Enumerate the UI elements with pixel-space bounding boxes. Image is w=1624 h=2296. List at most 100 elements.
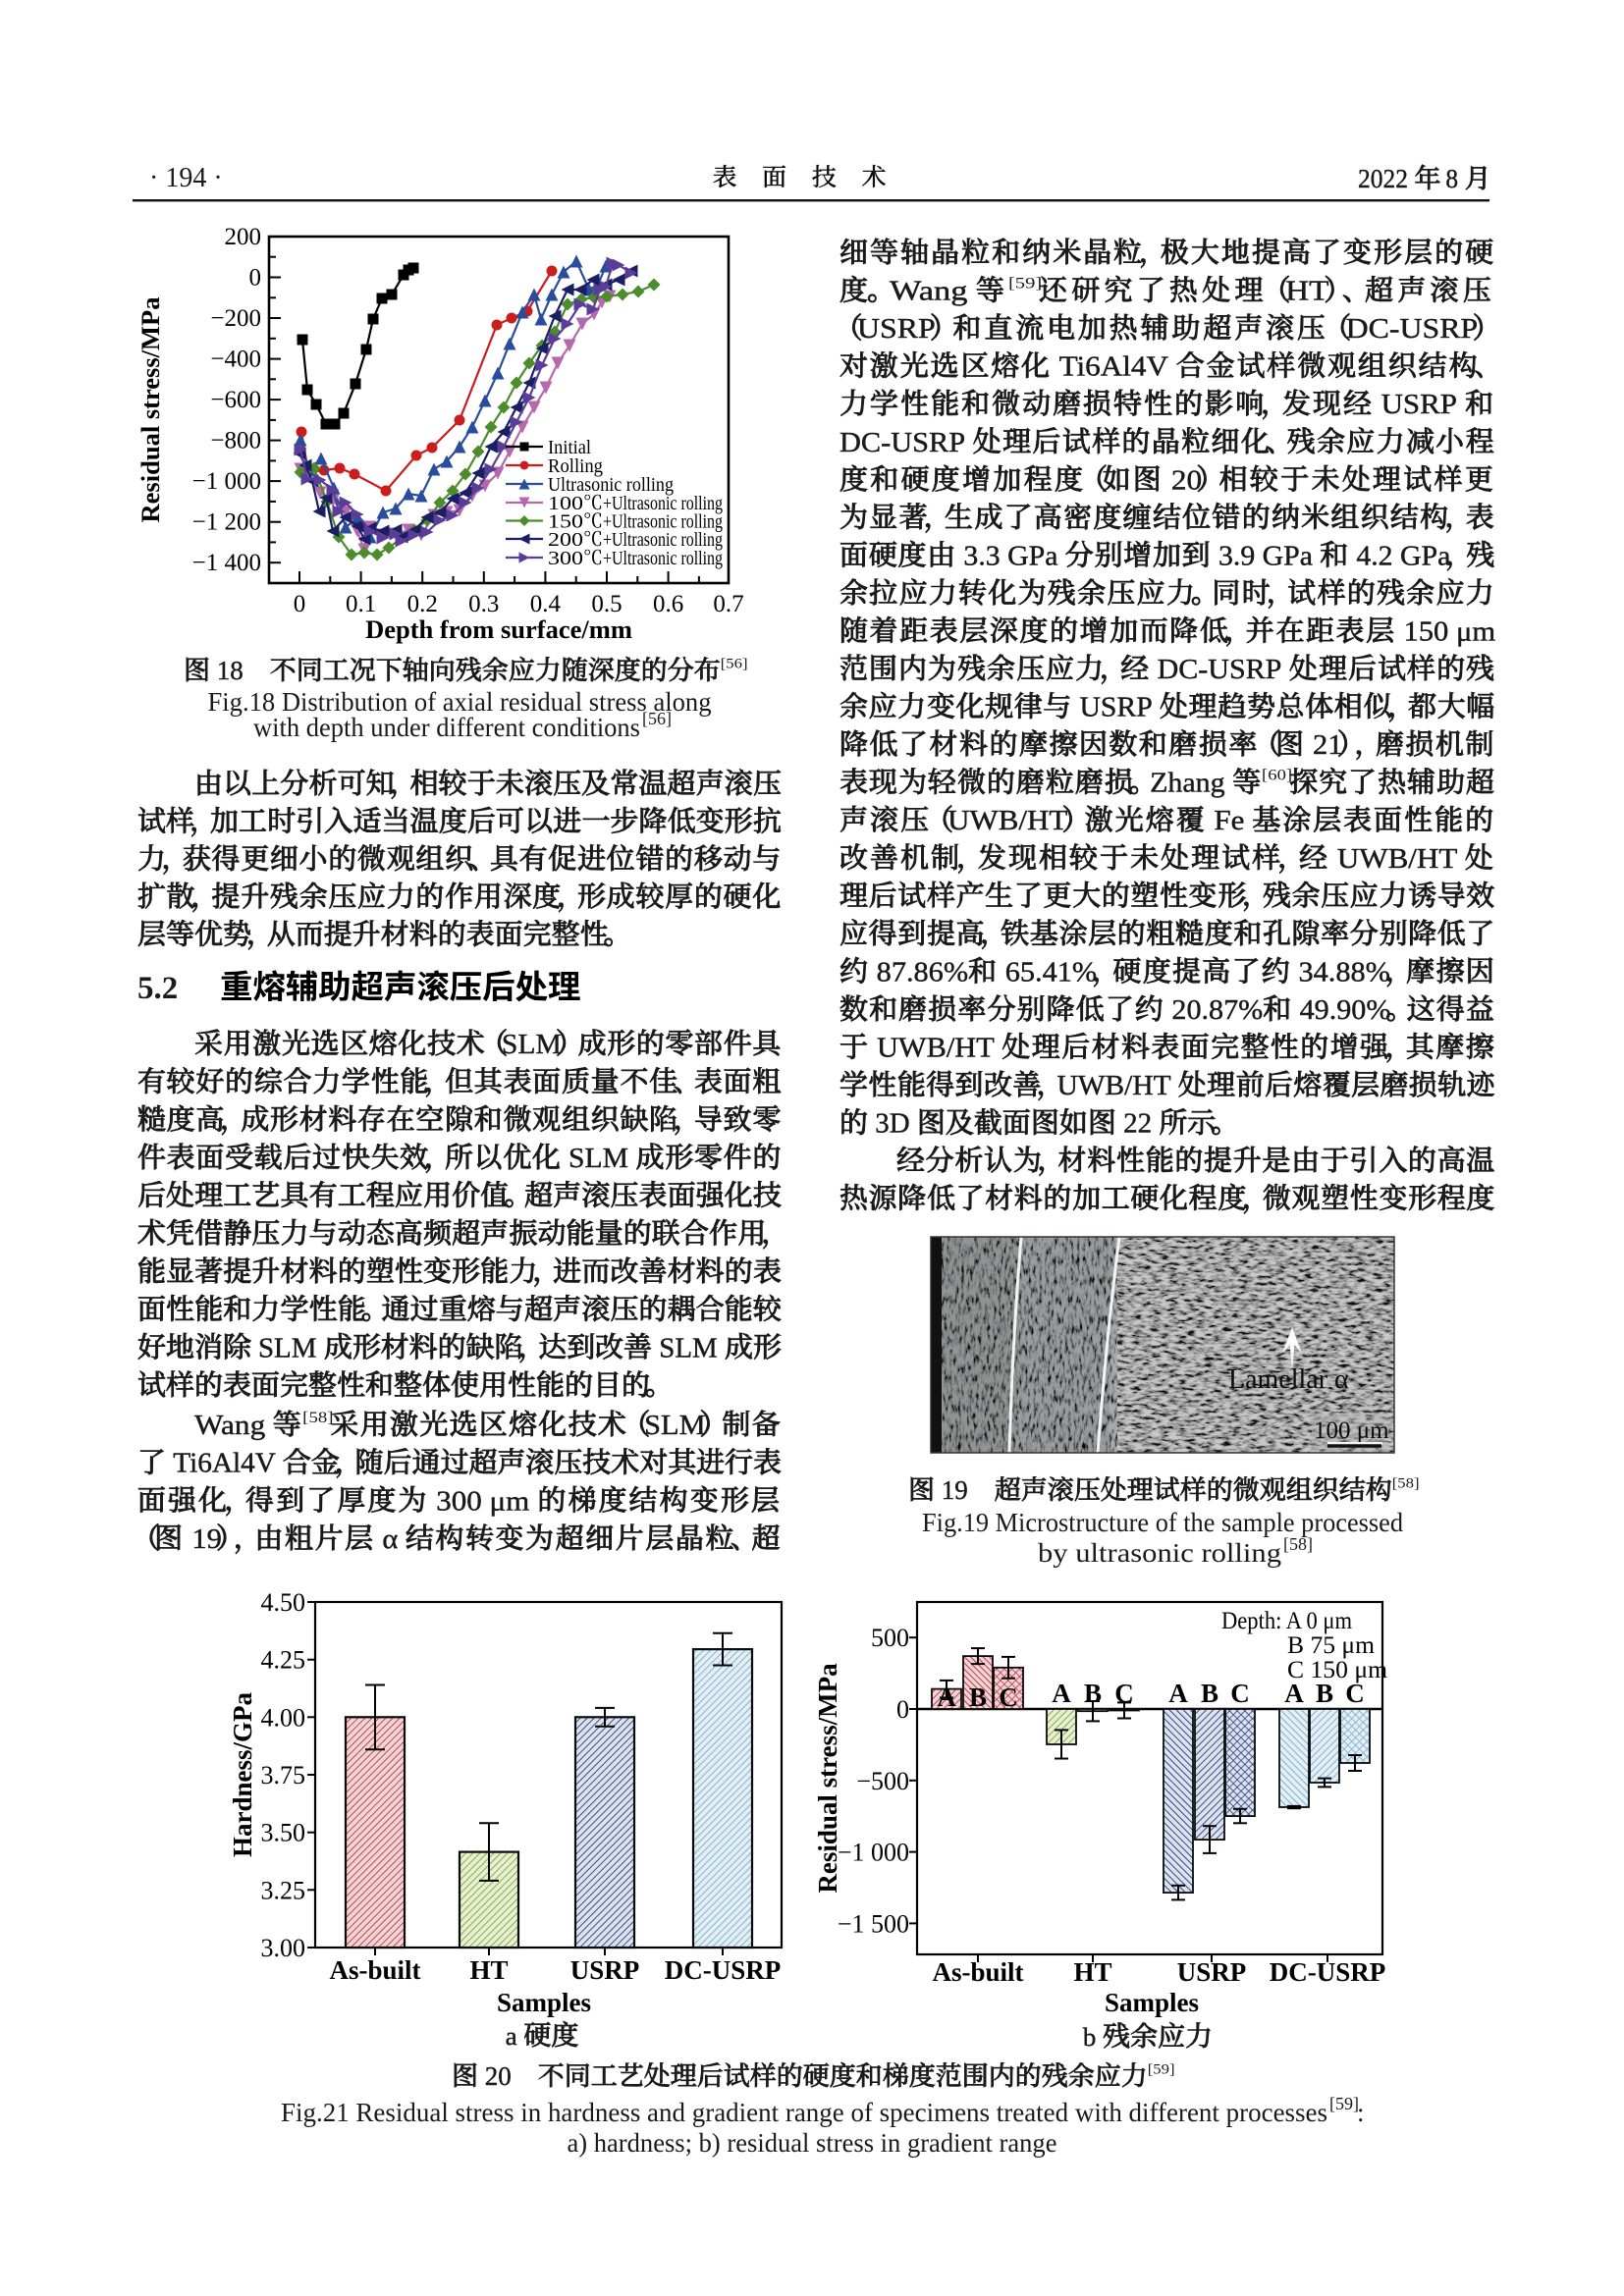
svg-text:−400: −400 bbox=[210, 347, 261, 373]
svg-text:0: 0 bbox=[896, 1695, 909, 1724]
svg-text:Wang: Wang bbox=[194, 1410, 265, 1441]
svg-text:[58]: [58] bbox=[1283, 1534, 1313, 1554]
svg-text:3.3 GPa: 3.3 GPa bbox=[963, 540, 1057, 571]
svg-text:DC-USRP: DC-USRP bbox=[839, 427, 965, 458]
svg-text:Ti6Al4V: Ti6Al4V bbox=[1059, 351, 1168, 383]
svg-text:−1 000: −1 000 bbox=[192, 468, 261, 495]
svg-text:UWB/HT: UWB/HT bbox=[877, 1033, 995, 1064]
svg-text:SLM: SLM bbox=[659, 1332, 717, 1363]
svg-text:DC-USRP: DC-USRP bbox=[1270, 1957, 1386, 1987]
svg-text:Samples: Samples bbox=[1105, 1988, 1199, 2017]
svg-text:A: A bbox=[937, 1682, 956, 1712]
svg-text:UWB/HT: UWB/HT bbox=[1337, 843, 1458, 875]
svg-text:87.86%: 87.86% bbox=[877, 956, 968, 988]
svg-text:300 μm: 300 μm bbox=[436, 1485, 530, 1517]
svg-text:+Ultrasonic rolling: +Ultrasonic rolling bbox=[603, 548, 723, 569]
svg-text:34.88%: 34.88% bbox=[1298, 956, 1389, 988]
svg-text:100: 100 bbox=[548, 493, 583, 514]
svg-text:+Ultrasonic rolling: +Ultrasonic rolling bbox=[603, 511, 723, 533]
svg-text:300: 300 bbox=[548, 548, 583, 569]
svg-text:SLM: SLM bbox=[644, 1410, 705, 1441]
svg-text:Fig.19 Microstructure of the s: Fig.19 Microstructure of the sample proc… bbox=[922, 1508, 1403, 1537]
svg-text::: : bbox=[1357, 2098, 1365, 2127]
svg-text:3D: 3D bbox=[875, 1108, 909, 1140]
svg-text:3.25: 3.25 bbox=[261, 1876, 306, 1904]
svg-text:B 75 μm: B 75 μm bbox=[1287, 1632, 1376, 1659]
svg-text:−1 400: −1 400 bbox=[192, 550, 261, 576]
svg-text:−1 200: −1 200 bbox=[192, 509, 261, 536]
svg-text:−600: −600 bbox=[210, 387, 261, 413]
svg-text:[56]: [56] bbox=[642, 709, 672, 728]
svg-text:3.00: 3.00 bbox=[261, 1934, 306, 1962]
svg-text:−1 000: −1 000 bbox=[838, 1839, 909, 1867]
svg-text:500: 500 bbox=[871, 1624, 909, 1652]
svg-text:100 μm: 100 μm bbox=[1314, 1417, 1389, 1444]
svg-text:Hardness/GPa: Hardness/GPa bbox=[228, 1691, 257, 1857]
svg-text:65.41%: 65.41% bbox=[1005, 956, 1097, 988]
svg-text:4.25: 4.25 bbox=[261, 1646, 306, 1675]
svg-text:3.50: 3.50 bbox=[261, 1819, 306, 1847]
svg-text:α: α bbox=[382, 1523, 398, 1555]
svg-text:150: 150 bbox=[548, 511, 583, 533]
svg-text:Wang: Wang bbox=[890, 276, 967, 307]
svg-text:[60]: [60] bbox=[1262, 767, 1292, 784]
svg-text:UWB/HT: UWB/HT bbox=[1057, 1070, 1171, 1101]
svg-text:Residual stress/MPa: Residual stress/MPa bbox=[813, 1663, 842, 1894]
svg-text:−1 500: −1 500 bbox=[838, 1909, 909, 1938]
svg-text:0.1: 0.1 bbox=[346, 591, 376, 617]
svg-text:0.2: 0.2 bbox=[407, 591, 438, 617]
svg-text:[59]: [59] bbox=[1148, 2062, 1175, 2078]
svg-text:DC-USRP: DC-USRP bbox=[665, 1955, 782, 1985]
svg-text:2022: 2022 bbox=[1358, 164, 1408, 193]
svg-text:Residual stress/MPa: Residual stress/MPa bbox=[135, 297, 165, 523]
svg-text:20: 20 bbox=[485, 2061, 512, 2091]
svg-text:+Ultrasonic rolling: +Ultrasonic rolling bbox=[603, 493, 723, 514]
svg-text:0.3: 0.3 bbox=[468, 591, 499, 617]
svg-text:SLM: SLM bbox=[502, 1029, 562, 1060]
svg-text:4.50: 4.50 bbox=[261, 1588, 306, 1617]
svg-text:Ti6Al4V: Ti6Al4V bbox=[173, 1448, 276, 1479]
svg-text:Zhang: Zhang bbox=[1150, 768, 1225, 799]
svg-text:DC-USRP: DC-USRP bbox=[1158, 654, 1282, 685]
svg-text:B: B bbox=[1084, 1679, 1102, 1708]
svg-text:DC-USRP: DC-USRP bbox=[1346, 313, 1479, 345]
svg-text:21: 21 bbox=[1313, 729, 1342, 761]
svg-text:UWB/HT: UWB/HT bbox=[947, 805, 1067, 836]
svg-text:−800: −800 bbox=[210, 428, 261, 454]
svg-text:USRP: USRP bbox=[1381, 389, 1457, 420]
svg-text:4.00: 4.00 bbox=[261, 1703, 306, 1732]
svg-text:C: C bbox=[999, 1682, 1018, 1712]
svg-text:[56]: [56] bbox=[721, 657, 748, 672]
svg-text:[58]: [58] bbox=[1392, 1476, 1420, 1492]
svg-text:20: 20 bbox=[1171, 464, 1202, 496]
svg-text:18: 18 bbox=[217, 656, 244, 685]
svg-text:Depth: A 0 μm: Depth: A 0 μm bbox=[1221, 1608, 1352, 1634]
svg-text:Lamellar α: Lamellar α bbox=[1228, 1364, 1349, 1395]
svg-text:22: 22 bbox=[1123, 1108, 1152, 1140]
svg-text:150 μm: 150 μm bbox=[1403, 616, 1495, 648]
svg-text:A: A bbox=[1168, 1679, 1188, 1708]
svg-text:HT: HT bbox=[1285, 276, 1329, 307]
svg-text:20.87%: 20.87% bbox=[1171, 994, 1263, 1026]
svg-text:0.4: 0.4 bbox=[530, 591, 562, 617]
svg-text:Fe: Fe bbox=[1214, 805, 1244, 836]
svg-text:200: 200 bbox=[225, 224, 262, 250]
svg-text:3.75: 3.75 bbox=[261, 1761, 306, 1789]
svg-text:[59]: [59] bbox=[1008, 274, 1042, 292]
svg-text:C: C bbox=[1230, 1679, 1250, 1708]
svg-text:SLM: SLM bbox=[258, 1332, 316, 1363]
svg-text:USRP: USRP bbox=[1079, 692, 1152, 723]
svg-text:C: C bbox=[1345, 1679, 1365, 1708]
svg-text:Fig.21 Residual stress in hard: Fig.21 Residual stress in hardness and g… bbox=[281, 2098, 1327, 2127]
svg-text:C: C bbox=[1114, 1679, 1134, 1708]
svg-text:A: A bbox=[1284, 1679, 1304, 1708]
svg-text:Initial: Initial bbox=[548, 437, 591, 458]
svg-text:HT: HT bbox=[1073, 1957, 1111, 1987]
svg-text:a) hardness; b) residual stres: a) hardness; b) residual stress in gradi… bbox=[568, 2128, 1057, 2158]
svg-text:Depth from surface/mm: Depth from surface/mm bbox=[365, 614, 632, 644]
svg-text:C 150 μm: C 150 μm bbox=[1287, 1657, 1388, 1683]
svg-text:−200: −200 bbox=[210, 305, 261, 332]
svg-text:49.90%: 49.90% bbox=[1300, 994, 1391, 1026]
svg-text:200: 200 bbox=[548, 529, 583, 551]
svg-text:Rolling: Rolling bbox=[548, 455, 603, 477]
